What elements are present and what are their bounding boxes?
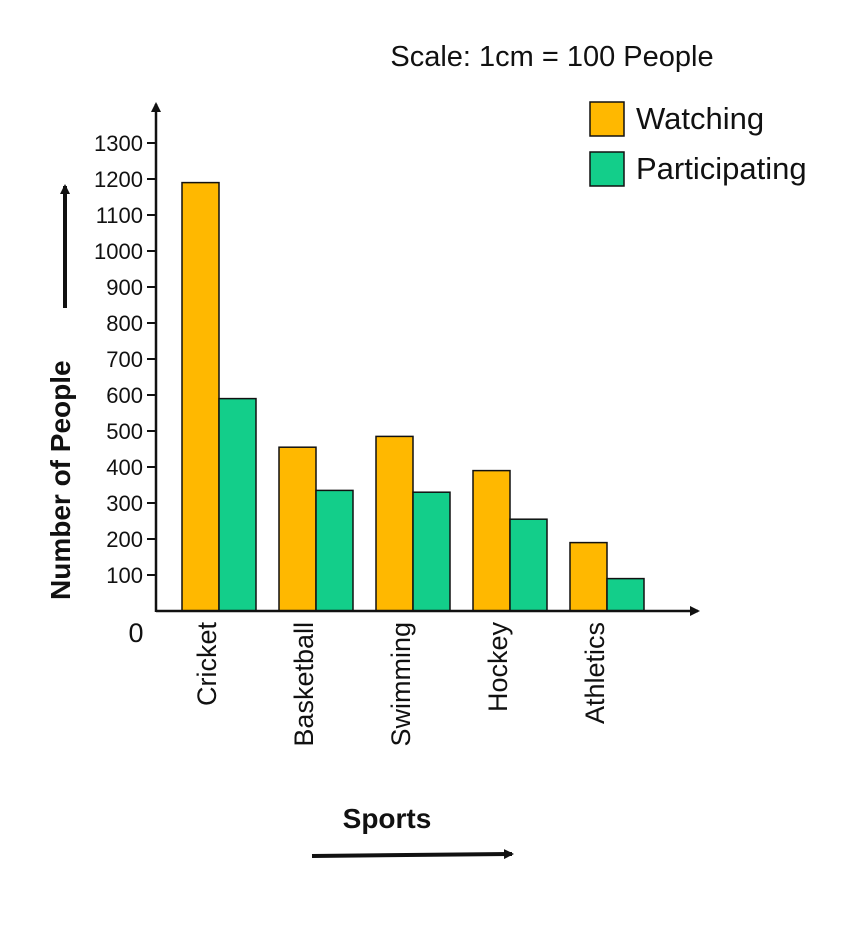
y-ticks-group: 100 200 300 400 500 600 700 800 900 1000 1100 1200 1… xyxy=(94,131,156,588)
legend-label-watching: Watching xyxy=(636,101,764,136)
bar-cricket-participating xyxy=(218,397,257,612)
y-tick-label-900: 900 xyxy=(106,275,143,300)
scale-note: Scale: 1cm = 100 People xyxy=(390,41,713,73)
legend-label-participating: Participating xyxy=(636,151,807,186)
x-tick-label-athletics: Athletics xyxy=(580,622,610,724)
bar-swimming-watching xyxy=(375,435,414,612)
y-tick-label-200: 200 xyxy=(106,527,143,552)
y-tick-label-100: 100 xyxy=(106,563,143,588)
bars-group xyxy=(181,181,645,612)
bar-swimming-participating xyxy=(412,491,451,612)
x-axis-title-arrow xyxy=(311,849,514,860)
x-axis-title: Sports xyxy=(343,803,432,834)
x-tick-label-swimming: Swimming xyxy=(386,622,416,747)
x-tick-label-cricket: Cricket xyxy=(192,622,222,707)
y-tick-label-1000: 1000 xyxy=(94,239,143,264)
bar-hockey-participating xyxy=(509,518,548,612)
legend-swatch-watching xyxy=(589,101,625,137)
legend-swatch-participating xyxy=(589,151,625,187)
y-tick-label-600: 600 xyxy=(106,383,143,408)
y-tick-label-1100: 1100 xyxy=(96,203,143,228)
y-axis-title: Number of People xyxy=(45,360,76,600)
bar-hockey-watching xyxy=(472,469,511,612)
legend: Watching Participating xyxy=(589,101,807,187)
bar-basketball-participating xyxy=(315,489,354,612)
bar-cricket-watching xyxy=(181,181,220,612)
bar-athletics-participating xyxy=(606,577,645,612)
y-tick-label-700: 700 xyxy=(106,347,143,372)
y-tick-label-500: 500 xyxy=(106,419,143,444)
origin-label: 0 xyxy=(128,618,143,648)
x-labels-group: Cricket Basketball Swimming Hockey Athletics xyxy=(192,622,610,747)
x-tick-label-basketball: Basketball xyxy=(289,622,319,747)
y-tick-label-1200: 1200 xyxy=(94,167,143,192)
bar-basketball-watching xyxy=(278,446,317,612)
y-tick-label-300: 300 xyxy=(106,491,143,516)
bar-athletics-watching xyxy=(569,541,608,612)
y-tick-label-400: 400 xyxy=(106,455,143,480)
y-tick-label-1300: 1300 xyxy=(94,131,143,156)
x-tick-label-hockey: Hockey xyxy=(483,622,513,713)
y-tick-label-800: 800 xyxy=(106,311,143,336)
